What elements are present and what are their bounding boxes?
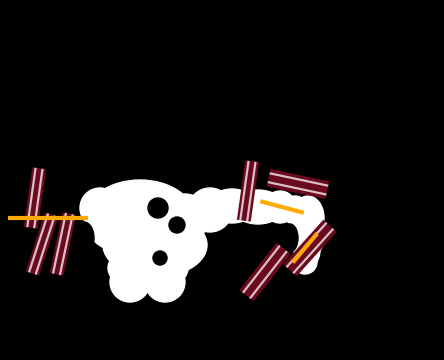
Ellipse shape [74, 222, 94, 254]
Circle shape [87, 194, 143, 250]
Circle shape [264, 191, 296, 223]
Ellipse shape [282, 224, 298, 252]
Bar [267, 169, 329, 199]
Bar [52, 213, 67, 274]
Ellipse shape [294, 232, 320, 268]
Circle shape [161, 194, 209, 242]
Bar [33, 168, 44, 228]
Ellipse shape [295, 212, 325, 256]
Bar [35, 215, 56, 275]
Bar [26, 212, 58, 276]
Bar [239, 243, 290, 301]
Bar [28, 213, 49, 273]
Bar [268, 181, 327, 195]
Circle shape [80, 188, 120, 228]
Bar [24, 167, 46, 229]
Bar [283, 220, 337, 276]
Bar [59, 214, 74, 275]
Circle shape [153, 251, 167, 265]
Ellipse shape [232, 190, 284, 224]
Bar [237, 160, 259, 222]
Bar [242, 245, 281, 293]
Circle shape [148, 198, 168, 218]
Bar [293, 228, 334, 274]
Circle shape [145, 262, 185, 302]
Circle shape [281, 196, 309, 224]
Bar [285, 222, 328, 268]
Ellipse shape [208, 189, 256, 223]
Ellipse shape [85, 180, 195, 256]
Circle shape [188, 188, 232, 232]
Bar [50, 212, 76, 276]
Ellipse shape [292, 196, 324, 240]
Ellipse shape [103, 213, 207, 277]
Circle shape [293, 250, 317, 274]
Circle shape [110, 262, 150, 302]
Circle shape [169, 217, 185, 233]
Bar [239, 161, 250, 220]
Bar [26, 168, 37, 228]
Ellipse shape [108, 244, 188, 292]
Bar [249, 251, 288, 299]
Bar [270, 172, 329, 187]
Bar [246, 162, 257, 221]
